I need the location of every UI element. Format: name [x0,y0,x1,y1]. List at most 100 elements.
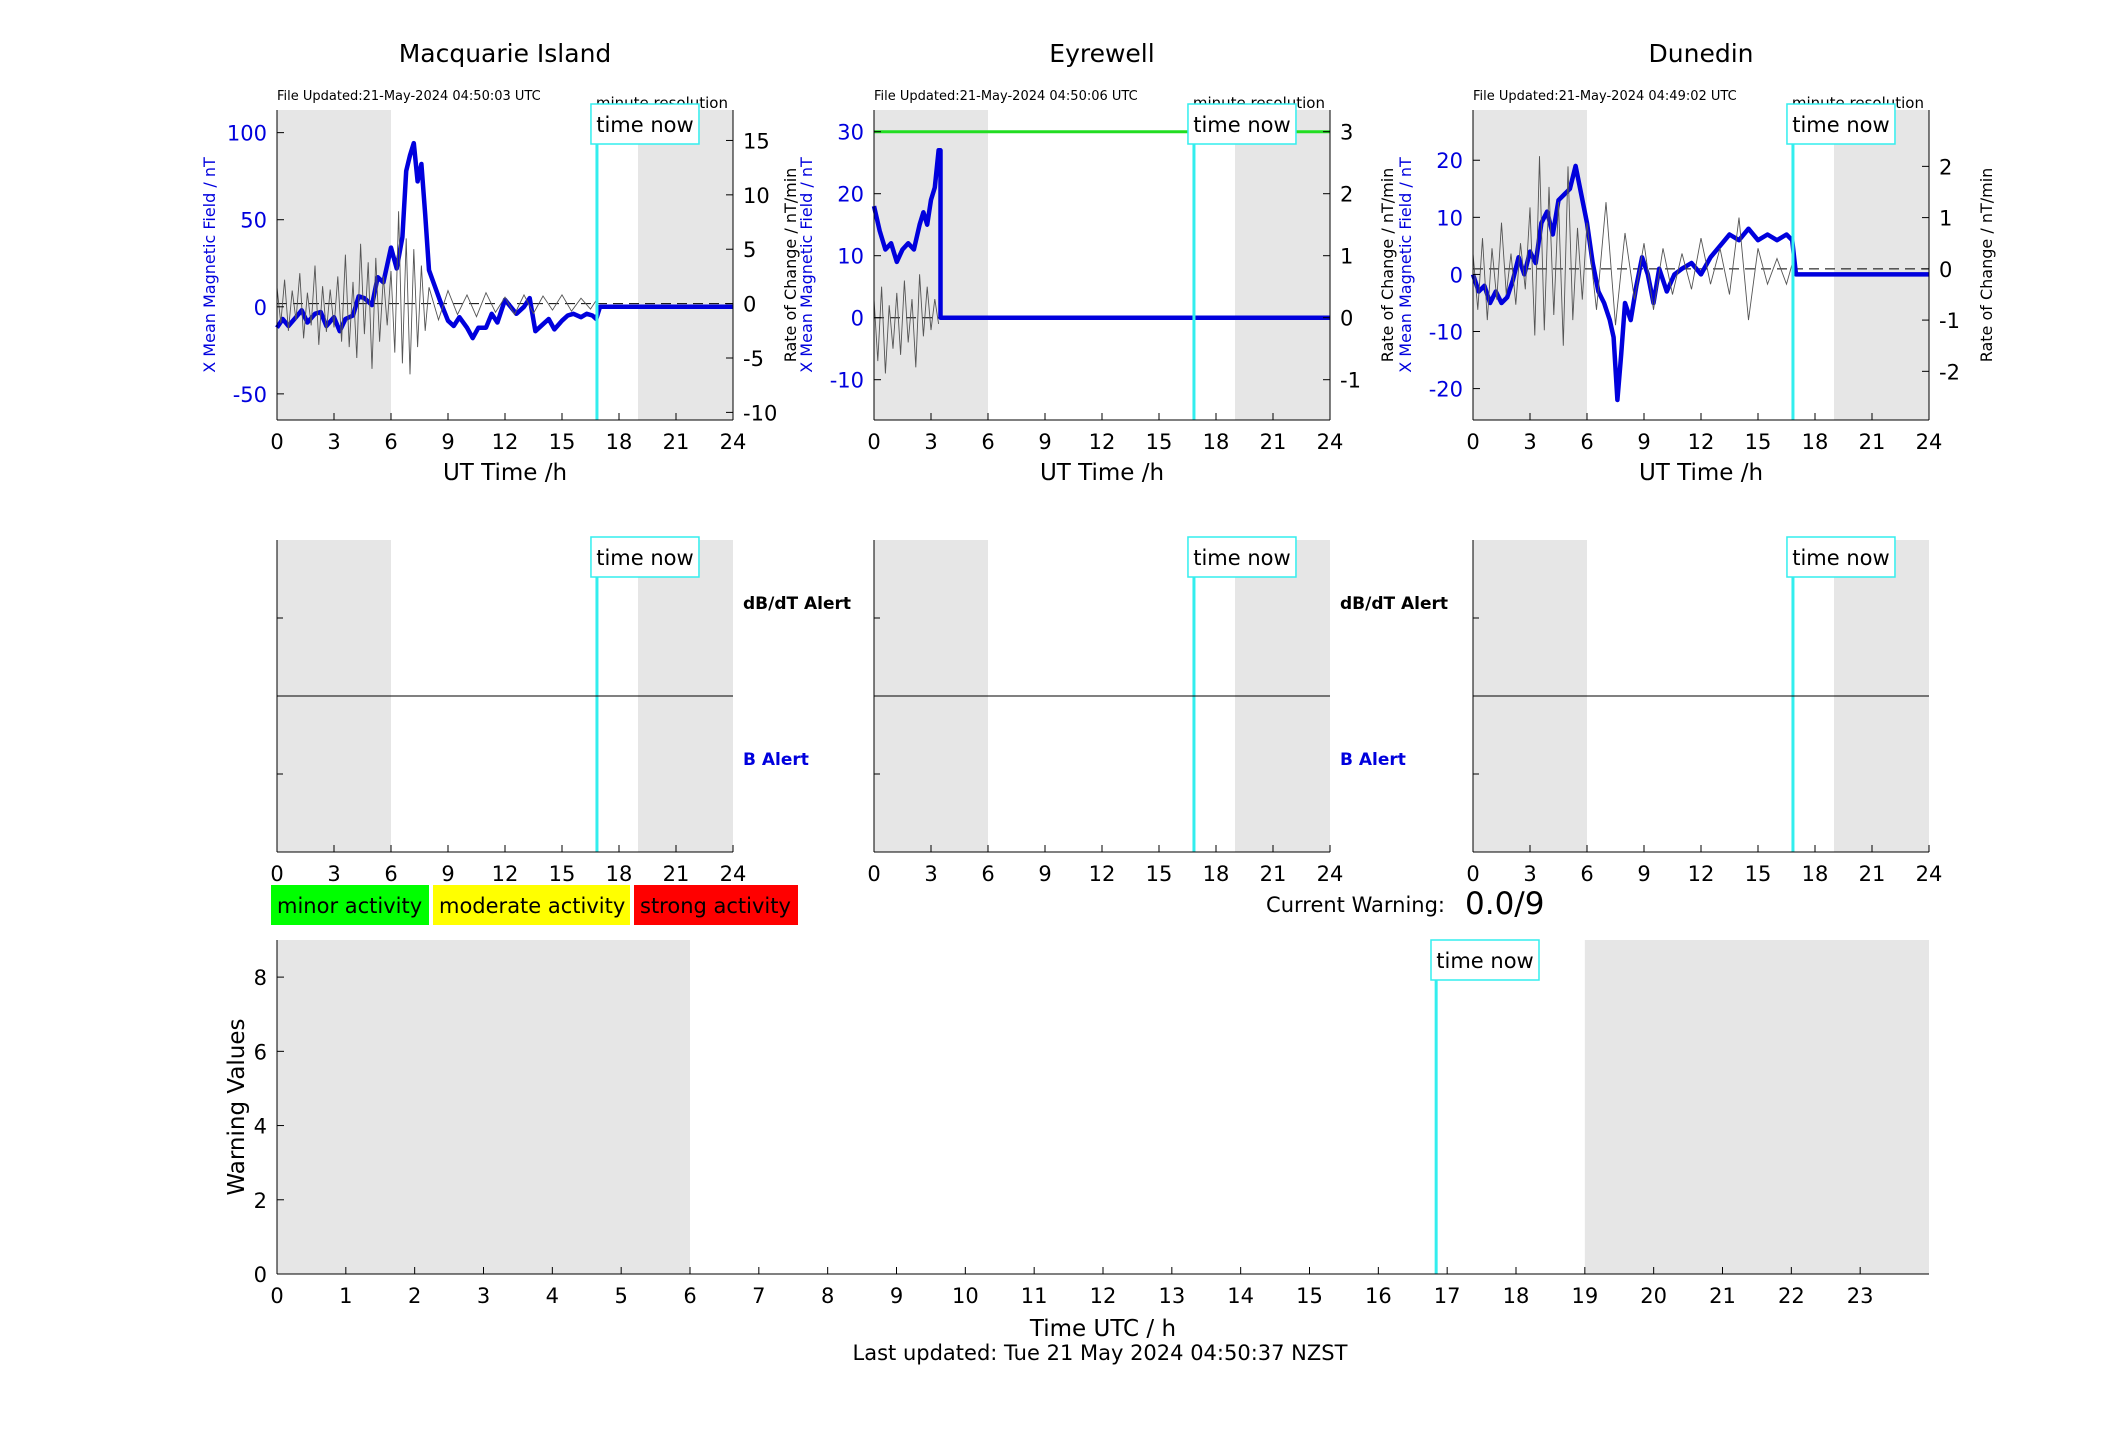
station-0-time-now-box [590,103,700,145]
station-2-xtick-label: 3 [1523,430,1536,454]
warning-xtick-label: 11 [1021,1284,1048,1308]
alert-panel-0-xtick-label: 15 [549,862,576,886]
station-1-ytick-left-label: 20 [837,183,864,207]
warning-xtick-label: 0 [270,1284,283,1308]
alert-panel-1-time-now-box [1187,536,1297,578]
alert-panel-1-xtick-label: 9 [1038,862,1051,886]
station-2-ytick-right-label: 1 [1939,207,1952,231]
alert-panel-0-xtick-label: 0 [270,862,283,886]
station-1-xtick-label: 12 [1089,430,1116,454]
warning-xtick-label: 16 [1365,1284,1392,1308]
alert-panel-0-xtick-label: 21 [663,862,690,886]
station-0-xtick-label: 24 [720,430,747,454]
station-0-xtick-label: 0 [270,430,283,454]
alert-panel-0-xtick-label: 6 [384,862,397,886]
alert-panel-2-xtick-label: 0 [1466,862,1479,886]
station-1-ytick-left-label: 30 [837,121,864,145]
station-2-ytick-left-label: 0 [1450,263,1463,287]
warning-ytick-label: 2 [254,1189,267,1213]
warning-night-shade-0 [277,940,690,1274]
station-0-ytick-right-label: 5 [743,238,756,262]
station-2-ylabel-right: Rate of Change / nT/min [1977,168,1996,363]
warning-xtick-label: 14 [1227,1284,1254,1308]
alert-panel-1-xtick-label: 12 [1089,862,1116,886]
station-0-xtick-label: 6 [384,430,397,454]
alert-panel-2-xtick-label: 24 [1916,862,1943,886]
warning-xtick-label: 22 [1778,1284,1805,1308]
alert-panel-0-xtick-label: 3 [327,862,340,886]
station-2-xtick-label: 6 [1580,430,1593,454]
station-2-ytick-right-label: -1 [1939,309,1960,333]
warning-xtick-label: 9 [890,1284,903,1308]
station-1-file-updated: File Updated:21-May-2024 04:50:06 UTC [874,89,1138,104]
station-0-night-shade-1 [638,110,733,420]
station-0-ytick-right-label: -10 [743,401,777,425]
station-1-xtick-label: 9 [1038,430,1051,454]
station-0-ylabel-left: X Mean Magnetic Field / nT [200,157,219,373]
warning-xtick-label: 19 [1571,1284,1598,1308]
warning-xtick-label: 3 [477,1284,490,1308]
alert-panel-2-time-now-box [1786,536,1896,578]
station-1-xtick-label: 3 [924,430,937,454]
alert-panel-1-time-now-label: time now [1193,546,1290,570]
station-2-xlabel: UT Time /h [1639,460,1763,486]
alert-panel-2-xtick-label: 12 [1688,862,1715,886]
alert-panel-1-xtick-label: 6 [981,862,994,886]
station-2-ytick-right-label: 0 [1939,258,1952,282]
station-1-ylabel-right: Rate of Change / nT/min [1378,168,1397,363]
alert-panel-1-xtick-label: 24 [1317,862,1344,886]
station-1-xlabel: UT Time /h [1040,460,1164,486]
station-0-ylabel-right: Rate of Change / nT/min [781,168,800,363]
warning-xtick-label: 12 [1090,1284,1117,1308]
station-2-rate-series [1472,156,1793,346]
station-1-ytick-left-label: -10 [830,369,864,393]
alert-panel-1-xtick-label: 18 [1203,862,1230,886]
warning-xtick-label: 15 [1296,1284,1323,1308]
warning-xtick-label: 6 [683,1284,696,1308]
station-2-xtick-label: 24 [1916,430,1943,454]
alert-panel-2-xtick-label: 21 [1859,862,1886,886]
station-2-xtick-label: 12 [1688,430,1715,454]
warning-ytick-label: 8 [254,966,267,990]
station-1-ylabel-left: X Mean Magnetic Field / nT [797,157,816,373]
station-0-ytick-right-label: -5 [743,347,764,371]
station-0-xtick-label: 3 [327,430,340,454]
warning-ytick-label: 6 [254,1040,267,1064]
warning-time-now-label: time now [1436,949,1533,973]
alert-panel-0-b-alert-label: B Alert [743,750,809,770]
warning-xtick-label: 8 [821,1284,834,1308]
alert-panel-1-xtick-label: 3 [924,862,937,886]
warning-ytick-label: 4 [254,1115,267,1139]
station-1-night-shade-0 [874,110,988,420]
alert-panel-0-xtick-label: 12 [492,862,519,886]
station-2-xtick-label: 9 [1637,430,1650,454]
station-0-ytick-right-label: 10 [743,184,770,208]
warning-xtick-label: 21 [1709,1284,1736,1308]
legend-swatch-0 [271,885,429,925]
station-2-ytick-right-label: -2 [1939,360,1960,384]
station-2-night-shade-1 [1834,110,1929,420]
station-2-ytick-left-label: -20 [1429,378,1463,402]
station-0-title: Macquarie Island [399,39,612,68]
warning-night-shade-1 [1584,940,1929,1274]
station-1-xtick-label: 15 [1146,430,1173,454]
station-1-ytick-left-label: 0 [851,307,864,331]
station-0-rate-series [276,211,597,375]
warning-xtick-label: 10 [952,1284,979,1308]
station-1-xtick-label: 21 [1260,430,1287,454]
alert-panel-2-xtick-label: 6 [1580,862,1593,886]
warning-xtick-label: 1 [339,1284,352,1308]
station-0-ytick-right-label: 0 [743,293,756,317]
station-0-night-shade-0 [277,110,391,420]
warning-xtick-label: 18 [1503,1284,1530,1308]
warning-xtick-label: 20 [1640,1284,1667,1308]
current-warning-label: Current Warning: [1266,893,1445,917]
station-0-xtick-label: 21 [663,430,690,454]
station-0-xtick-label: 9 [441,430,454,454]
station-0-ytick-right-label: 15 [743,129,770,153]
legend-label-2: strong activity [640,894,791,918]
station-2-ytick-right-label: 2 [1939,155,1952,179]
warning-xtick-label: 13 [1158,1284,1185,1308]
alert-panel-1-dbdt-alert-label: dB/dT Alert [1340,594,1448,614]
station-1-ytick-right-label: 1 [1340,245,1353,269]
